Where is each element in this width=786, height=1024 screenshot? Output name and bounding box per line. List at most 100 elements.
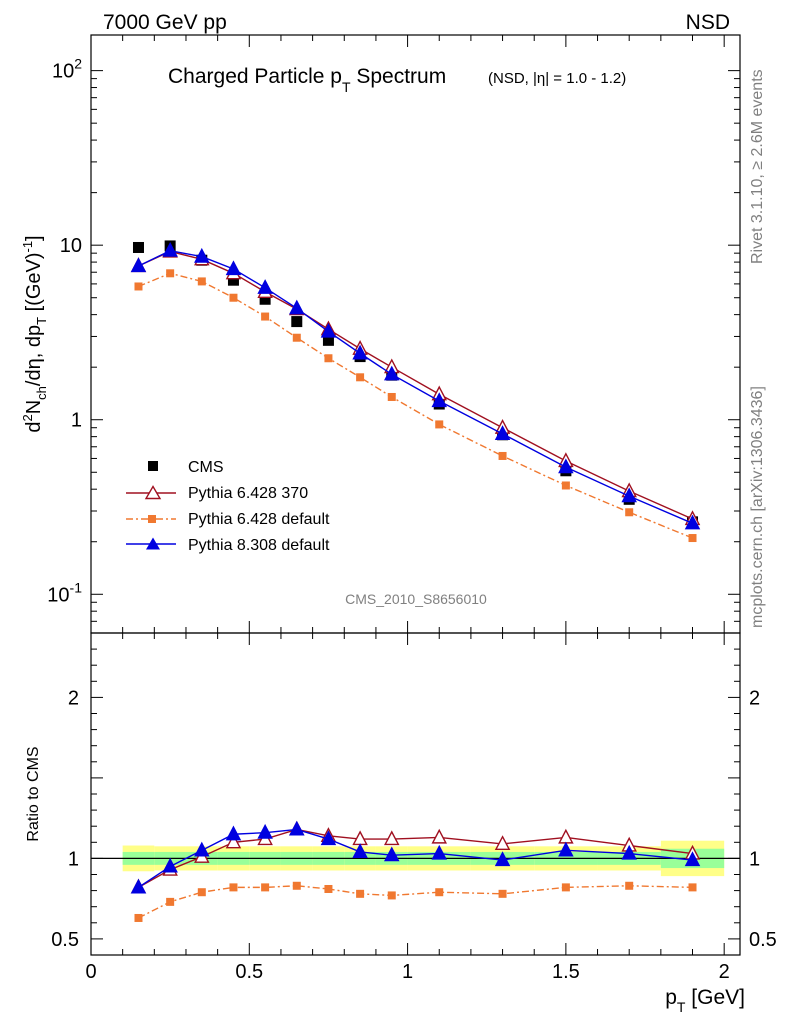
x-tick-label: 1.5	[552, 961, 580, 983]
ratio-point-pythia-8-308-default	[684, 851, 701, 867]
ratio-point-pythia-6-428-default	[292, 881, 301, 890]
legend-marker-pythia6-370	[144, 485, 162, 500]
main-series	[130, 240, 701, 543]
data-point-pythia-8-308-default	[621, 487, 637, 503]
data-point-cms	[322, 334, 334, 346]
x-axis-label: pT [GeV]	[665, 986, 745, 1015]
chart-subtitle: (NSD, |η| = 1.0 - 1.2)	[488, 70, 626, 87]
data-point-pythia-6-428-default	[387, 392, 396, 401]
ratio-point-pythia-6-428-370	[494, 835, 511, 851]
data-point-pythia-6-428-default	[197, 277, 206, 286]
data-point-pythia-6-428-default	[498, 451, 507, 460]
legend-item-pythia6-370: Pythia 6.428 370	[126, 485, 308, 502]
data-point-pythia-8-308-default	[352, 344, 368, 360]
data-point-pythia-6-428-default	[561, 481, 570, 490]
data-point-pythia-8-308-default	[289, 299, 305, 315]
ratio-point-pythia-6-428-370	[383, 830, 400, 846]
legend-item-pythia6-default: Pythia 6.428 default	[126, 511, 330, 528]
legend-label-cms: CMS	[188, 459, 224, 476]
analysis-id-label: CMS_2010_S8656010	[345, 591, 487, 607]
data-point-pythia-8-308-default	[558, 458, 574, 474]
rivet-version-label: Rivet 3.1.10, ≥ 2.6M events	[749, 69, 766, 264]
ratio-point-pythia-6-428-default	[688, 883, 697, 892]
x-tick-label: 1	[402, 961, 413, 983]
data-point-pythia-6-428-default	[261, 312, 270, 321]
y-tick-label: 10-1	[47, 579, 82, 606]
legend-item-cms: CMS	[148, 459, 224, 476]
ratio-point-pythia-6-428-default	[625, 881, 634, 890]
ratio-point-pythia-6-428-default	[356, 889, 365, 898]
ratio-point-pythia-8-308-default	[494, 851, 511, 867]
series-line-pythia-6-428-370	[138, 250, 693, 520]
data-point-pythia-8-308-default	[494, 425, 511, 440]
ratio-point-pythia-8-308-default	[558, 841, 574, 857]
ratio-point-pythia-8-308-default	[194, 841, 210, 857]
ratio-tick-label-left: 1	[68, 848, 79, 870]
header-right: NSD	[686, 11, 730, 34]
ratio-point-pythia-6-428-default	[261, 883, 270, 892]
chart-title: Charged Particle pT Spectrum	[168, 65, 446, 95]
ratio-series	[130, 820, 701, 922]
axis-ticks: 0 0.5 1 1.5 2 10-1 1 10 102 0.5 0.5 1 1 2 2	[47, 35, 777, 983]
ratio-point-pythia-6-428-default	[498, 889, 507, 898]
legend-marker-cms	[148, 461, 158, 471]
data-point-pythia-6-428-default	[229, 293, 238, 302]
data-point-pythia-6-428-default	[688, 534, 697, 543]
data-point-pythia-8-308-default	[162, 241, 178, 257]
data-point-pythia-6-428-default	[356, 373, 365, 382]
ratio-point-pythia-8-308-default	[431, 844, 448, 860]
ratio-point-pythia-8-308-default	[257, 823, 273, 839]
ratio-point-pythia-8-308-default	[289, 820, 305, 836]
ratio-point-pythia-6-428-370	[431, 828, 448, 844]
mcplots-credit-label: mcplots.cern.ch [arXiv:1306.3436]	[749, 386, 766, 628]
ratio-point-pythia-6-428-370	[225, 833, 242, 849]
ratio-point-pythia-8-308-default	[621, 844, 637, 860]
ratio-uncertainty-bands	[91, 840, 740, 877]
ratio-tick-label-right: 1	[749, 848, 760, 870]
y-tick-label: 102	[52, 56, 82, 83]
data-point-pythia-6-428-default	[324, 354, 333, 363]
data-point-cms	[259, 293, 271, 305]
legend-label-pythia6-default: Pythia 6.428 default	[188, 511, 330, 528]
y-tick-label: 1	[71, 410, 82, 432]
ratio-point-pythia-8-308-default	[352, 843, 368, 859]
data-point-pythia-6-428-default	[435, 420, 444, 429]
data-point-pythia-8-308-default	[194, 247, 210, 263]
data-point-pythia-8-308-default	[383, 365, 400, 381]
legend-label-pythia6-370: Pythia 6.428 370	[188, 485, 308, 502]
legend-marker-pythia6-default	[148, 515, 156, 523]
legend-marker-pythia8-default	[146, 537, 160, 550]
ratio-point-pythia-6-428-default	[561, 883, 570, 892]
ratio-line-pythia-8-308-default	[138, 828, 693, 888]
ratio-tick-label-left: 0.5	[51, 929, 79, 951]
ratio-point-pythia-8-308-default	[383, 846, 400, 862]
ratio-point-pythia-6-428-default	[229, 883, 238, 892]
ratio-point-pythia-6-428-370	[558, 828, 574, 844]
data-point-cms	[132, 241, 144, 253]
ratio-point-pythia-8-308-default	[130, 878, 147, 894]
ratio-point-pythia-6-428-default	[435, 888, 444, 897]
header-left: 7000 GeV pp	[103, 11, 227, 34]
ratio-point-pythia-6-428-default	[166, 897, 175, 906]
data-point-pythia-8-308-default	[320, 322, 337, 338]
data-point-pythia-8-308-default	[257, 279, 273, 294]
legend: CMS Pythia 6.428 370 Pythia 6.428 defaul…	[126, 459, 330, 554]
x-tick-label: 0	[85, 961, 96, 983]
data-point-pythia-8-308-default	[684, 514, 701, 530]
data-point-pythia-6-428-default	[134, 282, 143, 291]
ratio-point-pythia-8-308-default	[320, 830, 337, 846]
ratio-point-pythia-8-308-default	[162, 857, 178, 873]
ratio-point-pythia-6-428-default	[197, 888, 206, 897]
ratio-point-pythia-6-428-default	[134, 913, 143, 922]
ratio-point-pythia-6-428-default	[387, 891, 396, 900]
data-point-pythia-8-308-default	[130, 257, 147, 273]
data-point-cms	[227, 274, 239, 286]
data-point-cms	[291, 316, 303, 328]
data-point-pythia-8-308-default	[225, 260, 242, 276]
ratio-tick-label-right: 2	[749, 687, 760, 709]
ratio-axis-label: Ratio to CMS	[25, 746, 42, 841]
x-tick-label: 0.5	[235, 961, 263, 983]
data-point-pythia-6-428-default	[292, 333, 301, 342]
ratio-tick-label-right: 0.5	[749, 929, 777, 951]
data-point-pythia-6-428-default	[166, 269, 175, 278]
